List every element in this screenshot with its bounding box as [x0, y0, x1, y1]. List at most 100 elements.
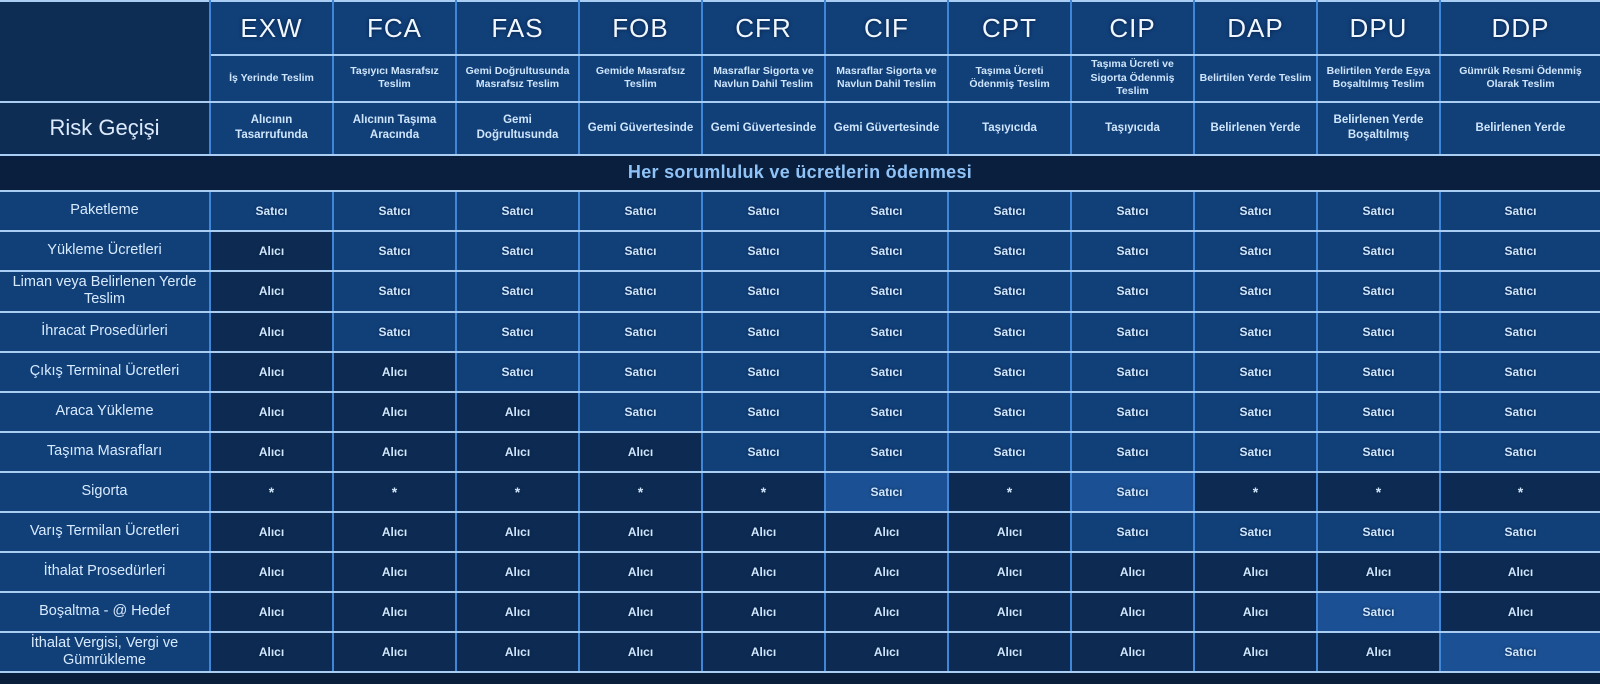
column-description-dpu: Belirtilen Yerde Eşya Boşaltılmış Teslim — [1316, 54, 1441, 103]
column-header-cfr: CFR — [701, 0, 826, 56]
responsibility-cell-dpu: Alıcı — [1316, 630, 1441, 674]
responsibility-cell-dap: Satıcı — [1193, 510, 1318, 553]
responsibility-cell-cpt: * — [947, 470, 1072, 513]
responsibility-cell-fas: Satıcı — [455, 310, 580, 353]
responsibility-cell-fob: Satıcı — [578, 229, 703, 272]
responsibility-cell-ddp: * — [1439, 470, 1600, 513]
responsibility-cell-cif: Satıcı — [824, 470, 949, 513]
responsibility-cell-exw: Alıcı — [209, 630, 334, 674]
column-description-ddp: Gümrük Resmi Ödenmiş Olarak Teslim — [1439, 54, 1600, 103]
responsibility-cell-ddp: Satıcı — [1439, 430, 1600, 473]
description-row: İş Yerinde Teslim Taşıyıcı Masrafsız Tesl… — [0, 54, 1600, 103]
responsibility-cell-fas: Satıcı — [455, 269, 580, 313]
risk-transfer-value-dpu: Belirlenen Yerde Boşaltılmış — [1316, 100, 1441, 156]
responsibility-cell-fob: Alıcı — [578, 430, 703, 473]
responsibility-cell-fob: Satıcı — [578, 310, 703, 353]
responsibility-cell-fca: Satıcı — [332, 269, 457, 313]
matrix-row: Sigorta * * * * * Satıcı * Satıcı * * * — [0, 470, 1600, 513]
row-label: Sigorta — [0, 470, 211, 513]
responsibilities-band-title: Her sorumluluk ve ücretlerin ödenmesi — [0, 153, 1600, 192]
responsibility-cell-fas: * — [455, 470, 580, 513]
responsibility-cell-cif: Satıcı — [824, 390, 949, 433]
responsibility-cell-cfr: Satıcı — [701, 269, 826, 313]
responsibility-cell-dpu: Alıcı — [1316, 550, 1441, 593]
responsibility-cell-ddp: Satıcı — [1439, 189, 1600, 232]
responsibility-cell-cfr: Satıcı — [701, 310, 826, 353]
column-header-fas: FAS — [455, 0, 580, 56]
column-header-cip: CIP — [1070, 0, 1195, 56]
row-label: Araca Yükleme — [0, 390, 211, 433]
responsibility-cell-dap: Alıcı — [1193, 590, 1318, 633]
responsibility-cell-exw: * — [209, 470, 334, 513]
responsibility-cell-cpt: Satıcı — [947, 229, 1072, 272]
responsibility-cell-exw: Alıcı — [209, 590, 334, 633]
responsibility-cell-ddp: Alıcı — [1439, 590, 1600, 633]
responsibility-cell-fob: * — [578, 470, 703, 513]
column-header-fob: FOB — [578, 0, 703, 56]
responsibility-cell-dap: Satıcı — [1193, 229, 1318, 272]
responsibility-cell-exw: Alıcı — [209, 229, 334, 272]
responsibility-cell-dpu: Satıcı — [1316, 430, 1441, 473]
responsibility-cell-fca: Alıcı — [332, 390, 457, 433]
risk-transfer-value-exw: Alıcının Tasarrufunda — [209, 100, 334, 156]
responsibility-cell-cip: Satıcı — [1070, 430, 1195, 473]
column-header-dpu: DPU — [1316, 0, 1441, 56]
responsibility-cell-cip: Alıcı — [1070, 590, 1195, 633]
responsibility-cell-exw: Alıcı — [209, 390, 334, 433]
risk-transfer-row: Risk Geçişi Alıcının Tasarrufunda Alıcını… — [0, 100, 1600, 156]
responsibility-cell-cpt: Alıcı — [947, 630, 1072, 674]
responsibility-cell-fca: Alıcı — [332, 350, 457, 393]
responsibility-cell-ddp: Satıcı — [1439, 390, 1600, 433]
code-header-row: EXW FCA FAS FOB CFR CIF CPT CIP DAP DPU DDP — [0, 0, 1600, 103]
responsibility-cell-fob: Satıcı — [578, 350, 703, 393]
responsibility-cell-fas: Satıcı — [455, 350, 580, 393]
risk-transfer-value-cpt: Taşıyıcıda — [947, 100, 1072, 156]
matrix-row: Taşıma Masrafları Alıcı Alıcı Alıcı Alıcı Sat… — [0, 430, 1600, 473]
row-label: İthalat Prosedürleri — [0, 550, 211, 593]
responsibility-cell-cpt: Satıcı — [947, 430, 1072, 473]
responsibility-cell-cif: Satıcı — [824, 189, 949, 232]
responsibility-cell-dap: Satıcı — [1193, 269, 1318, 313]
responsibility-cell-cpt: Alıcı — [947, 510, 1072, 553]
responsibility-cell-fob: Alıcı — [578, 510, 703, 553]
responsibility-cell-ddp: Satıcı — [1439, 229, 1600, 272]
responsibility-cell-cif: Alıcı — [824, 630, 949, 674]
responsibility-cell-fca: Satıcı — [332, 310, 457, 353]
responsibility-cell-fas: Alıcı — [455, 630, 580, 674]
responsibility-cell-ddp: Satıcı — [1439, 350, 1600, 393]
responsibility-cell-cip: Alıcı — [1070, 550, 1195, 593]
responsibility-cell-cif: Alıcı — [824, 510, 949, 553]
column-description-cif: Masraflar Sigorta ve Navlun Dahil Teslim — [824, 54, 949, 103]
column-description-cpt: Taşıma Ücreti Ödenmiş Teslim — [947, 54, 1072, 103]
responsibility-cell-cif: Alıcı — [824, 550, 949, 593]
responsibility-cell-fca: Satıcı — [332, 229, 457, 272]
responsibility-cell-exw: Alıcı — [209, 310, 334, 353]
column-description-exw: İş Yerinde Teslim — [210, 54, 334, 103]
responsibility-cell-cfr: Alıcı — [701, 590, 826, 633]
column-description-dap: Belirtilen Yerde Teslim — [1193, 54, 1318, 103]
row-label: Paketleme — [0, 189, 211, 232]
responsibility-cell-cpt: Satıcı — [947, 390, 1072, 433]
responsibility-cell-fca: Alıcı — [332, 510, 457, 553]
risk-transfer-value-cfr: Gemi Güvertesinde — [701, 100, 826, 156]
responsibility-cell-fob: Satıcı — [578, 390, 703, 433]
risk-transfer-label: Risk Geçişi — [0, 100, 211, 156]
risk-transfer-value-cip: Taşıyıcıda — [1070, 100, 1195, 156]
responsibility-cell-cpt: Satıcı — [947, 310, 1072, 353]
responsibility-cell-cif: Satıcı — [824, 430, 949, 473]
responsibility-cell-dpu: Satıcı — [1316, 390, 1441, 433]
responsibility-cell-cip: Satıcı — [1070, 269, 1195, 313]
column-header-fca: FCA — [332, 0, 457, 56]
column-header-exw: EXW — [209, 0, 334, 56]
responsibility-cell-exw: Alıcı — [209, 269, 334, 313]
responsibility-cell-cpt: Alıcı — [947, 590, 1072, 633]
matrix-row: Çıkış Terminal Ücretleri Alıcı Alıcı Satıcı… — [0, 350, 1600, 393]
responsibility-cell-cip: Satıcı — [1070, 510, 1195, 553]
responsibility-cell-dap: Satıcı — [1193, 430, 1318, 473]
responsibility-cell-cip: Satıcı — [1070, 189, 1195, 232]
row-label: Çıkış Terminal Ücretleri — [0, 350, 211, 393]
responsibility-cell-cfr: Alıcı — [701, 630, 826, 674]
matrix-row: İthalat Prosedürleri Alıcı Alıcı Alıcı Alıcı… — [0, 550, 1600, 593]
responsibility-cell-ddp: Satıcı — [1439, 630, 1600, 674]
